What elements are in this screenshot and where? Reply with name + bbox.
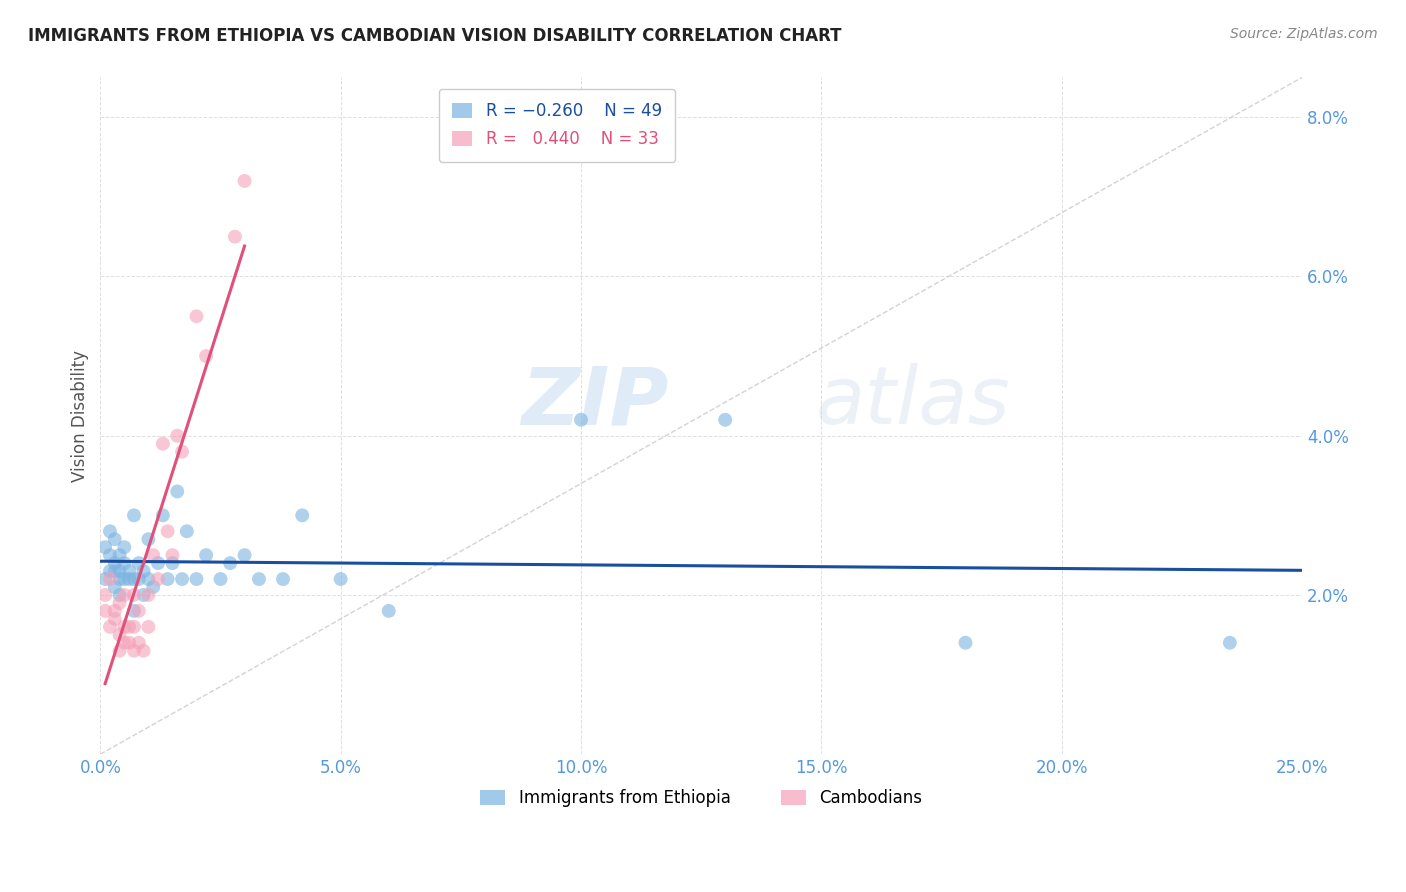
Point bbox=[166, 484, 188, 499]
Point bbox=[329, 572, 352, 586]
Point bbox=[94, 540, 117, 554]
Point bbox=[152, 436, 174, 450]
Point bbox=[122, 604, 145, 618]
Point bbox=[166, 428, 188, 442]
Point bbox=[152, 508, 174, 523]
Point bbox=[108, 596, 131, 610]
Point bbox=[112, 556, 135, 570]
Point bbox=[118, 620, 141, 634]
Point bbox=[132, 643, 155, 657]
Point bbox=[209, 572, 232, 586]
Point bbox=[104, 564, 127, 578]
Point bbox=[569, 413, 592, 427]
Point bbox=[122, 643, 145, 657]
Point bbox=[118, 564, 141, 578]
Point bbox=[176, 524, 198, 539]
Text: IMMIGRANTS FROM ETHIOPIA VS CAMBODIAN VISION DISABILITY CORRELATION CHART: IMMIGRANTS FROM ETHIOPIA VS CAMBODIAN VI… bbox=[28, 27, 842, 45]
Point bbox=[195, 548, 218, 562]
Point bbox=[98, 564, 121, 578]
Point bbox=[94, 604, 117, 618]
Point bbox=[112, 620, 135, 634]
Point bbox=[162, 556, 184, 570]
Point bbox=[94, 588, 117, 602]
Point bbox=[108, 588, 131, 602]
Point bbox=[118, 572, 141, 586]
Point bbox=[122, 572, 145, 586]
Point bbox=[104, 556, 127, 570]
Text: atlas: atlas bbox=[815, 363, 1010, 442]
Point bbox=[122, 588, 145, 602]
Point bbox=[128, 636, 150, 650]
Point bbox=[98, 620, 121, 634]
Point bbox=[1219, 636, 1241, 650]
Point bbox=[108, 548, 131, 562]
Point bbox=[377, 604, 399, 618]
Point bbox=[156, 524, 179, 539]
Legend: Immigrants from Ethiopia, Cambodians: Immigrants from Ethiopia, Cambodians bbox=[474, 782, 928, 814]
Point bbox=[170, 572, 193, 586]
Point bbox=[122, 508, 145, 523]
Point bbox=[224, 229, 246, 244]
Text: Source: ZipAtlas.com: Source: ZipAtlas.com bbox=[1230, 27, 1378, 41]
Point bbox=[98, 524, 121, 539]
Point bbox=[138, 533, 160, 547]
Point bbox=[112, 540, 135, 554]
Y-axis label: Vision Disability: Vision Disability bbox=[72, 350, 89, 482]
Point bbox=[162, 548, 184, 562]
Point bbox=[98, 572, 121, 586]
Point bbox=[104, 612, 127, 626]
Point bbox=[104, 533, 127, 547]
Point bbox=[108, 572, 131, 586]
Point bbox=[219, 556, 242, 570]
Point bbox=[104, 580, 127, 594]
Point bbox=[186, 310, 208, 324]
Point bbox=[170, 444, 193, 458]
Point bbox=[146, 572, 169, 586]
Point bbox=[118, 636, 141, 650]
Point bbox=[146, 556, 169, 570]
Point bbox=[138, 588, 160, 602]
Point bbox=[108, 628, 131, 642]
Point bbox=[104, 604, 127, 618]
Point bbox=[714, 413, 737, 427]
Point bbox=[247, 572, 270, 586]
Point bbox=[128, 572, 150, 586]
Point bbox=[128, 556, 150, 570]
Point bbox=[142, 580, 165, 594]
Point bbox=[142, 548, 165, 562]
Point bbox=[112, 636, 135, 650]
Point bbox=[138, 620, 160, 634]
Point bbox=[132, 564, 155, 578]
Point bbox=[291, 508, 314, 523]
Point bbox=[186, 572, 208, 586]
Point bbox=[128, 604, 150, 618]
Point bbox=[955, 636, 977, 650]
Point bbox=[112, 572, 135, 586]
Point bbox=[98, 548, 121, 562]
Point bbox=[156, 572, 179, 586]
Point bbox=[138, 572, 160, 586]
Point bbox=[112, 588, 135, 602]
Point bbox=[108, 643, 131, 657]
Point bbox=[132, 588, 155, 602]
Point bbox=[233, 174, 256, 188]
Point bbox=[94, 572, 117, 586]
Point bbox=[122, 620, 145, 634]
Point bbox=[233, 548, 256, 562]
Point bbox=[108, 564, 131, 578]
Point bbox=[195, 349, 218, 363]
Text: ZIP: ZIP bbox=[520, 363, 668, 442]
Point bbox=[271, 572, 294, 586]
